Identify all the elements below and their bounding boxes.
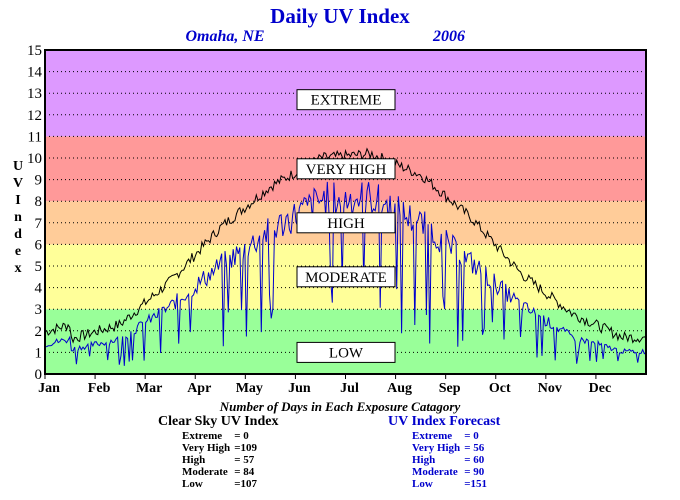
band-label-box [296,212,396,234]
band-labels: LOW MODERATE HIGH VERY HIGH EXTREME [296,89,396,363]
forecast-label: High [412,454,436,466]
clear-value: = 57 [234,454,255,466]
forecast-label: Low [412,478,433,490]
clear-label: Extreme [182,430,223,442]
data-series [44,147,647,366]
days-caption: Number of Days in Each Exposure Catagory [219,399,461,414]
clear-row: Moderate = 84 [182,466,261,478]
forecast-value: = 0 [464,430,479,442]
band-label-box [296,89,396,111]
y-tick-label: 8 [35,194,43,210]
y-tick-label: 14 [27,65,43,81]
forecast-stats: UV Index Forecast Extreme = 0 Very High = 5… [388,414,500,490]
x-tick-label: May [236,381,263,396]
y-tick-label: 4 [35,281,43,297]
forecast-label: Very High [412,442,461,454]
x-tick-label: Nov [538,381,562,396]
y-axis-label-char: U [13,159,23,174]
y-tick-label: 5 [35,259,43,275]
band-label-box [296,341,396,363]
y-axis-label-char: n [14,210,22,225]
series-line-forecast [44,181,647,366]
forecast-row: High = 60 [412,454,491,466]
y-tick-label: 3 [35,302,43,318]
x-tick-label: Aug [387,381,412,396]
clear-sky-stats: Clear Sky UV Index Extreme = 0 Very High =1… [158,414,278,490]
gridlines [45,71,646,353]
x-tick-label: Jun [288,381,311,396]
forecast-row: Extreme = 0 [412,430,491,442]
forecast-row: Low =151 [412,478,491,490]
y-tick-label: 2 [35,324,43,340]
series-line-clear-sky [44,147,647,344]
band-label: EXTREME [311,93,382,109]
y-tick-label: 13 [27,86,42,102]
y-tick-label: 9 [35,173,43,189]
y-tick-label: 7 [35,216,43,232]
band-label-box [296,158,396,180]
band-label: MODERATE [305,270,387,286]
forecast-value: = 90 [464,466,485,478]
x-tick-label: Apr [187,381,211,396]
forecast-heading: UV Index Forecast [388,414,501,429]
x-tick-label: Dec [589,381,612,396]
y-axis-label-char: e [15,244,21,259]
clear-label: Low [182,478,203,490]
x-tick-label: Jan [38,381,60,396]
band-label: HIGH [327,216,365,232]
clear-label: Very High [182,442,231,454]
uv-index-chart: Daily UV Index Omaha, NE 2006 LOW MODERAT… [13,4,647,396]
x-tick-label: Oct [489,381,511,396]
clear-row: Very High =109 [182,442,261,454]
clear-sky-heading: Clear Sky UV Index [158,414,279,429]
y-axis-label-char: V [13,176,23,191]
x-tick-label: Jul [340,381,359,396]
y-axis-label-char: x [15,261,22,276]
clear-value: = 0 [234,430,249,442]
clear-value: = 84 [234,466,255,478]
band-label: VERY HIGH [306,162,387,178]
x-tick-label: Sep [439,381,461,396]
forecast-value: = 60 [464,454,485,466]
y-tick-label: 15 [27,43,42,59]
y-tick-label: 12 [27,108,42,124]
forecast-row: Very High = 56 [412,442,491,454]
clear-row: High = 57 [182,454,261,466]
band-label: LOW [329,345,364,361]
y-axis-label-char: d [14,227,22,242]
clear-sky-table: Extreme = 0 Very High =109 High = 57 Moderate =… [182,430,261,490]
x-tick-label: Mar [136,381,162,396]
x-tick-label: Feb [88,381,111,396]
clear-value: =109 [234,442,257,454]
forecast-value: = 56 [464,442,485,454]
subtitle-year: 2006 [432,28,465,45]
forecast-label: Moderate [412,466,458,478]
forecast-label: Extreme [412,430,453,442]
clear-row: Extreme = 0 [182,430,261,442]
band-label-box [296,266,396,288]
forecast-value: =151 [464,478,487,490]
y-axis-label-char: I [15,193,20,208]
y-tick-label: 1 [35,345,43,361]
clear-label: Moderate [182,466,228,478]
forecast-table: Extreme = 0 Very High = 56 High = 60 Moderate =… [412,430,491,490]
clear-row: Low =107 [182,478,261,490]
x-axis-ticks: Jan Feb Mar Apr May Jun Jul Aug Sep Oct Nov Dec [38,374,611,396]
y-tick-label: 10 [27,151,42,167]
clear-label: High [182,454,206,466]
clear-value: =107 [234,478,257,490]
forecast-row: Moderate = 90 [412,466,491,478]
chart-title: Daily UV Index [270,4,410,28]
y-tick-label: 6 [35,237,43,253]
subtitle-location: Omaha, NE [185,28,264,45]
y-tick-label: 0 [35,367,43,383]
y-tick-label: 11 [28,129,42,145]
